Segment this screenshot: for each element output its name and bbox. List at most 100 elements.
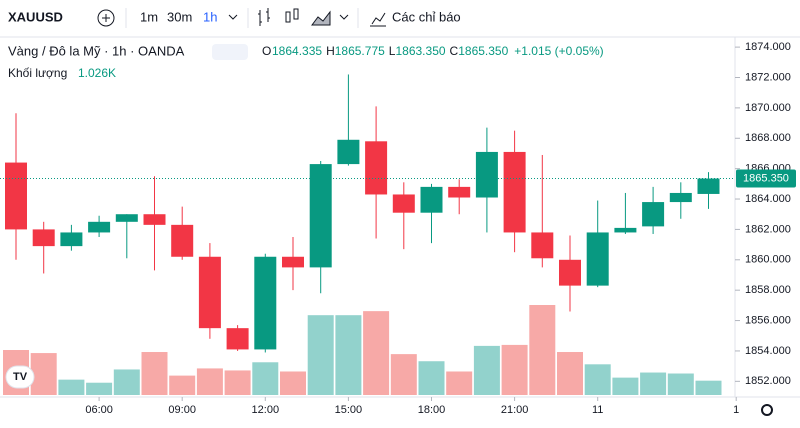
- interval[interactable]: 30m: [167, 9, 192, 24]
- x-tick-label: 18:00: [418, 404, 446, 416]
- volume-bar: [196, 368, 223, 395]
- last-price-box: [736, 169, 796, 188]
- candle-body: [586, 232, 609, 286]
- add-symbol[interactable]: [97, 9, 115, 27]
- x-tick-label: 06:00: [85, 404, 113, 416]
- legend-buttons[interactable]: [212, 44, 248, 60]
- legend-change: +1.015 (+0.05%): [514, 44, 603, 58]
- y-tick-label: 1856.000: [745, 314, 791, 326]
- last-price-label: 1865.350: [743, 172, 789, 184]
- volume-bar: [141, 352, 168, 395]
- volume-title: Khối lượng: [8, 66, 67, 80]
- bars-icon[interactable]: [258, 8, 270, 26]
- legend-low: 1863.350: [395, 44, 445, 58]
- volume-bar: [363, 311, 390, 395]
- candle-body: [309, 164, 332, 268]
- y-tick-label: 1868.000: [745, 132, 791, 144]
- candle-body: [365, 141, 388, 195]
- legend-open: 1864.335: [272, 44, 322, 58]
- logo-mark: TV: [13, 371, 28, 383]
- settings[interactable]: [761, 404, 773, 416]
- candle-body: [32, 229, 55, 247]
- legend-o: O: [262, 44, 271, 58]
- y-tick-label: 1874.000: [745, 41, 791, 53]
- volume-bar: [86, 382, 113, 395]
- candle-body: [614, 227, 637, 233]
- y-tick-label: 1872.000: [745, 71, 791, 83]
- y-tick-label: 1854.000: [745, 345, 791, 357]
- legend-l: L: [389, 44, 396, 58]
- x-tick-label: 15:00: [335, 404, 363, 416]
- candle-body: [282, 256, 304, 268]
- legend-h: H: [326, 44, 335, 58]
- volume-bar: [280, 371, 306, 395]
- candle-body: [448, 186, 471, 198]
- candles-icon[interactable]: [285, 11, 291, 23]
- candle-body: [475, 151, 498, 198]
- volume-bar: [446, 371, 473, 395]
- candle-body: [337, 139, 360, 165]
- y-tick-label: 1858.000: [745, 284, 791, 296]
- volume-bar: [418, 361, 445, 395]
- legend-ohlc: 1864.335 H1865.775 L1863.350 C1865.350 +1.01…: [272, 44, 604, 58]
- volume-bar: [390, 354, 417, 395]
- volume-bar: [169, 375, 196, 395]
- plot: [0, 46, 740, 401]
- candle-body: [254, 256, 277, 350]
- volume-bar: [667, 373, 694, 395]
- indicators-icon[interactable]: [370, 12, 386, 27]
- candle-body: [171, 224, 194, 257]
- volume-bar: [335, 315, 362, 395]
- x-tick-label: 12:00: [252, 404, 280, 416]
- candle-body: [697, 178, 720, 194]
- interval[interactable]: 1m: [140, 9, 158, 24]
- x-tick-label: 1: [733, 404, 739, 416]
- candle-body: [198, 256, 221, 329]
- volume-bar: [557, 352, 583, 395]
- volume-bar: [473, 345, 500, 395]
- chart-title: Vàng / Đô la Mỹ · 1h · OANDA: [8, 43, 185, 58]
- symbol: XAUUSD: [8, 9, 63, 24]
- candle-body: [392, 194, 415, 213]
- volume-bar: [501, 344, 528, 395]
- dropdown[interactable]: [339, 14, 349, 20]
- volume-bar: [224, 370, 251, 395]
- candle-body: [143, 214, 166, 225]
- indicators[interactable]: Các chỉ báo: [392, 9, 461, 24]
- volume-label: 1.026K: [78, 66, 116, 80]
- volume-bar: [529, 305, 556, 395]
- x-tick-label: 21:00: [501, 404, 529, 416]
- candle-body: [60, 232, 83, 247]
- candle-body: [5, 162, 27, 230]
- area-icon[interactable]: [311, 10, 331, 26]
- legend-high: 1865.775: [335, 44, 385, 58]
- candle-body: [420, 186, 443, 213]
- volume-bar: [58, 379, 85, 395]
- candle-body: [559, 259, 581, 286]
- legend-c: C: [450, 44, 459, 58]
- x-tick-label: 11: [592, 404, 603, 416]
- interval-active[interactable]: 1h: [203, 9, 217, 24]
- candle-body: [115, 214, 138, 222]
- y-tick-label: 1864.000: [745, 193, 791, 205]
- volume-bar: [695, 380, 722, 395]
- logo[interactable]: [5, 365, 35, 389]
- add-icon: [102, 14, 110, 22]
- candle-body: [669, 192, 692, 203]
- volume-bar: [612, 377, 639, 395]
- candle-body: [531, 232, 554, 259]
- volume-bar: [584, 364, 611, 395]
- volume-bar: [252, 362, 279, 395]
- candle-body: [503, 151, 526, 233]
- y-tick-label: 1862.000: [745, 223, 791, 235]
- candles-icon: [293, 8, 299, 20]
- dropdown[interactable]: [228, 14, 238, 20]
- x-tick-label: 09:00: [168, 404, 196, 416]
- candle-body: [642, 202, 665, 227]
- volume-bar: [307, 315, 334, 395]
- y-tick-label: 1852.000: [745, 375, 791, 387]
- volume-bar: [113, 369, 140, 395]
- candle-body: [88, 221, 111, 233]
- candle-body: [226, 328, 249, 350]
